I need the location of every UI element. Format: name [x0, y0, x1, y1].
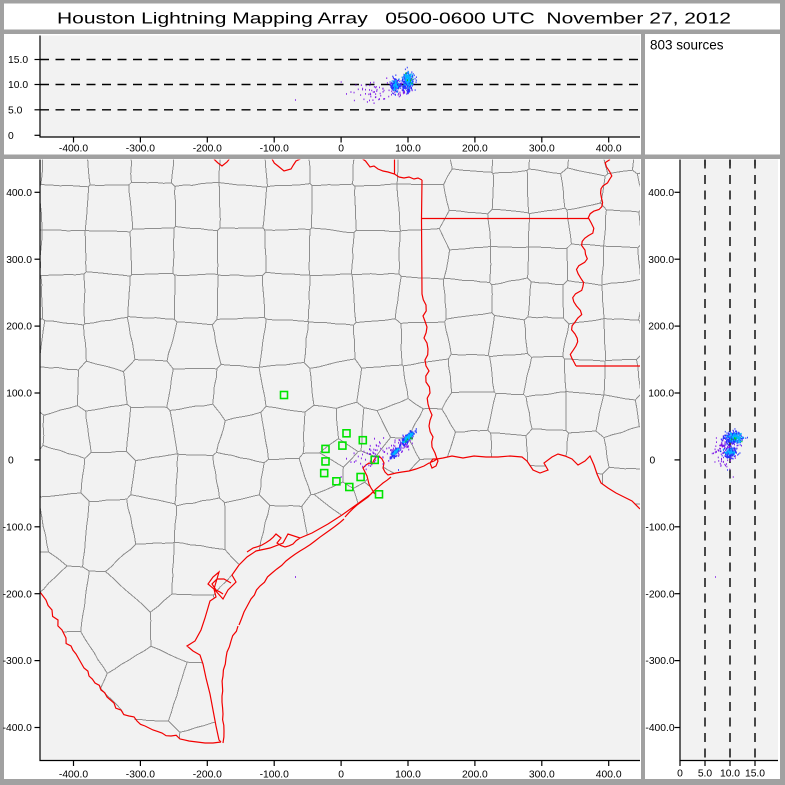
svg-text:-300.0: -300.0	[126, 770, 155, 781]
svg-text:300.0: 300.0	[6, 255, 32, 266]
svg-text:100.0: 100.0	[395, 144, 421, 155]
svg-text:0: 0	[338, 770, 344, 781]
svg-text:5.0: 5.0	[8, 105, 23, 116]
svg-text:10.0: 10.0	[720, 769, 740, 780]
svg-text:10.0: 10.0	[8, 80, 28, 91]
svg-text:100.0: 100.0	[6, 389, 32, 400]
svg-text:5.0: 5.0	[698, 769, 713, 780]
svg-text:300.0: 300.0	[648, 255, 674, 266]
svg-text:-300.0: -300.0	[3, 656, 32, 667]
svg-text:-100.0: -100.0	[260, 770, 289, 781]
svg-text:-200.0: -200.0	[193, 144, 222, 155]
svg-text:400.0: 400.0	[6, 188, 32, 199]
svg-text:0: 0	[8, 131, 14, 142]
svg-text:-400.0: -400.0	[645, 723, 674, 734]
svg-text:15.0: 15.0	[8, 55, 28, 66]
svg-text:803 sources: 803 sources	[650, 38, 724, 53]
svg-text:-300.0: -300.0	[126, 144, 155, 155]
svg-text:300.0: 300.0	[529, 144, 555, 155]
svg-text:200.0: 200.0	[462, 770, 488, 781]
svg-text:-100.0: -100.0	[3, 522, 32, 533]
svg-text:200.0: 200.0	[462, 144, 488, 155]
svg-text:0: 0	[8, 456, 14, 467]
svg-text:-200.0: -200.0	[3, 589, 32, 600]
svg-text:200.0: 200.0	[648, 322, 674, 333]
svg-text:-100.0: -100.0	[260, 144, 289, 155]
svg-text:-400.0: -400.0	[59, 770, 88, 781]
svg-text:0: 0	[677, 769, 683, 780]
svg-text:-100.0: -100.0	[645, 522, 674, 533]
svg-text:-400.0: -400.0	[59, 144, 88, 155]
svg-text:300.0: 300.0	[529, 770, 555, 781]
svg-text:400.0: 400.0	[596, 770, 622, 781]
svg-text:400.0: 400.0	[648, 188, 674, 199]
svg-text:15.0: 15.0	[745, 769, 765, 780]
svg-text:100.0: 100.0	[395, 770, 421, 781]
svg-text:400.0: 400.0	[596, 144, 622, 155]
svg-text:200.0: 200.0	[6, 322, 32, 333]
svg-text:100.0: 100.0	[648, 389, 674, 400]
svg-text:Houston Lightning Mapping Arra: Houston Lightning Mapping Array 0500-060…	[57, 11, 731, 28]
svg-text:-300.0: -300.0	[645, 656, 674, 667]
svg-text:-400.0: -400.0	[3, 723, 32, 734]
svg-text:0: 0	[338, 144, 344, 155]
svg-text:0: 0	[650, 456, 656, 467]
svg-text:-200.0: -200.0	[645, 589, 674, 600]
svg-text:-200.0: -200.0	[193, 770, 222, 781]
